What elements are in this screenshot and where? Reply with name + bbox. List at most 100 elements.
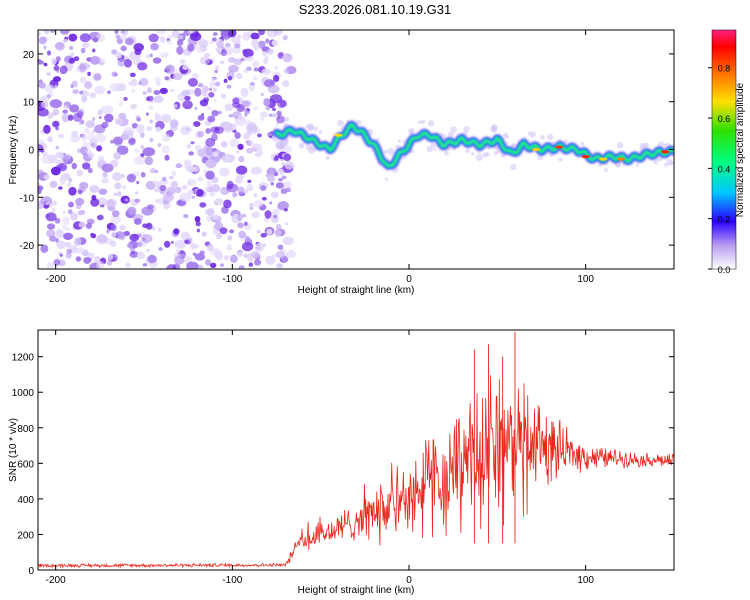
ridge-hotspot [661, 150, 670, 154]
ridge-halo [635, 163, 640, 167]
noise-blob [162, 133, 171, 142]
noise-blob [149, 137, 154, 143]
noise-blob [46, 50, 51, 56]
noise-blob [199, 56, 211, 65]
ridge-halo [427, 120, 435, 127]
noise-blob [229, 138, 239, 148]
noise-blob [277, 244, 284, 250]
noise-blob [51, 200, 58, 206]
noise-blob [85, 120, 95, 128]
noise-blob [216, 232, 223, 240]
noise-blob [239, 174, 245, 179]
noise-blob [282, 80, 290, 87]
noise-blob [253, 199, 264, 208]
noise-blob [46, 229, 56, 238]
noise-blob [237, 186, 245, 195]
noise-blob [236, 72, 243, 80]
noise-blob [181, 89, 190, 97]
noise-blob [161, 114, 172, 123]
noise-blob [224, 36, 229, 41]
noise-blob [146, 126, 153, 131]
noise-blob [70, 52, 75, 57]
noise-blob [136, 180, 140, 185]
noise-blob [251, 38, 259, 47]
noise-blob [118, 102, 124, 106]
noise-blob [253, 67, 259, 72]
noise-blob [243, 253, 248, 258]
noise-blob [38, 152, 41, 157]
noise-blob [146, 54, 151, 59]
noise-blob [52, 120, 60, 128]
noise-blob [134, 218, 142, 225]
noise-blob [270, 182, 275, 186]
noise-blob [242, 49, 248, 54]
noise-blob [119, 34, 127, 40]
ridge-halo [465, 148, 470, 154]
noise-blob [136, 124, 145, 134]
noise-blob [87, 131, 95, 141]
ridge-halo [666, 159, 674, 166]
ridge-halo [312, 148, 317, 152]
ridge-hotspot [617, 157, 625, 161]
noise-blob [149, 168, 157, 174]
noise-blob [38, 169, 44, 175]
heatmap-xtick-label: 0 [406, 274, 412, 285]
heatmap-ytick-label: -20 [20, 241, 35, 252]
noise-blob [182, 64, 189, 70]
noise-blob [219, 263, 224, 267]
noise-blob [59, 30, 70, 35]
noise-blob [67, 114, 74, 121]
noise-blob [277, 200, 289, 211]
heatmap-xlabel: Height of straight line (km) [298, 285, 415, 296]
noise-blob [142, 91, 147, 96]
noise-blob [240, 87, 249, 98]
noise-blob [184, 100, 191, 106]
ridge-halo [313, 126, 319, 132]
noise-blob [283, 208, 288, 212]
noise-blob [68, 57, 76, 64]
noise-blob [218, 167, 230, 177]
ridge-halo [307, 125, 314, 132]
noise-blob [277, 52, 284, 59]
spectrogram-heatmap [38, 30, 674, 269]
noise-blob [203, 52, 211, 58]
noise-blob [118, 232, 126, 241]
colorbar-tick-label: 0.6 [718, 114, 731, 124]
noise-blob [43, 124, 51, 134]
noise-blob [115, 34, 120, 39]
noise-blob [117, 58, 126, 67]
plot-title: S233.2026.081.10.19.G31 [298, 2, 452, 17]
noise-blob [144, 156, 154, 166]
ridge-halo [482, 152, 488, 158]
noise-blob [41, 95, 50, 104]
noise-blob [264, 210, 272, 219]
heatmap-xtick-label: 100 [577, 274, 594, 285]
noise-blob [192, 121, 201, 127]
noise-blob [46, 223, 56, 230]
heatmap-ytick-label: 0 [28, 146, 34, 157]
ridge-halo [540, 134, 545, 140]
noise-blob [237, 143, 244, 150]
noise-blob [284, 222, 289, 226]
noise-blob [273, 214, 277, 219]
noise-blob [170, 240, 174, 244]
noise-blob [241, 241, 254, 252]
noise-blob [75, 256, 82, 262]
ridge-halo [447, 131, 455, 138]
noise-blob [78, 221, 86, 228]
noise-blob [153, 187, 161, 193]
noise-blob [161, 145, 170, 154]
noise-blob [226, 244, 232, 251]
noise-blob [220, 49, 228, 57]
noise-blob [38, 36, 47, 45]
signal-ridge [272, 116, 674, 181]
noise-blob [110, 139, 114, 144]
noise-blob [211, 37, 217, 42]
noise-blob [164, 65, 172, 73]
noise-blob [136, 117, 142, 122]
noise-blob [54, 85, 58, 89]
noise-blob [68, 33, 78, 42]
noise-blob [190, 141, 195, 145]
